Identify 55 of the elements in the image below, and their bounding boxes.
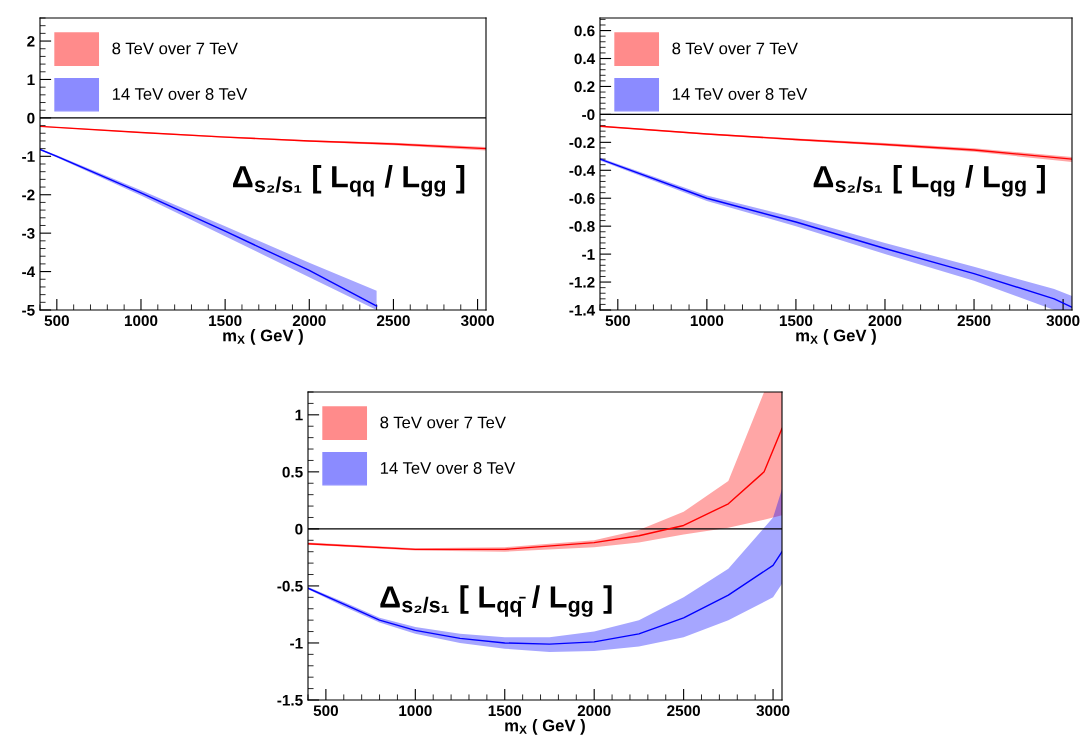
x-tick-label: 3000 xyxy=(756,705,790,717)
annotation: Δ$_{s₂/s₁}$ [ L$_{qq̄}$ / L$_{gg}$ ] xyxy=(380,585,612,617)
x-tick-label: 3000 xyxy=(1046,315,1080,327)
legend-label: 8 TeV over 7 TeV xyxy=(672,42,798,55)
x-tick-label: 3000 xyxy=(460,315,494,327)
y-tick-label: -1 xyxy=(22,151,35,162)
y-tick-label: -5 xyxy=(22,305,35,316)
y-tick-label: -4 xyxy=(22,266,36,278)
x-axis-title: m$_{X}$ ( GeV ) xyxy=(223,329,303,345)
x-tick-label: 500 xyxy=(44,315,69,327)
x-tick-label: 1500 xyxy=(209,315,242,327)
x-tick-label: 2000 xyxy=(868,315,902,327)
legend-label: 14 TeV over 8 TeV xyxy=(380,462,516,474)
y-tick-label: -2 xyxy=(22,189,35,201)
legend-label: 14 TeV over 8 TeV xyxy=(672,88,808,100)
y-tick-label: 1 xyxy=(27,74,35,86)
x-tick-label: 1000 xyxy=(124,315,158,327)
x-tick-label: 1500 xyxy=(488,705,522,717)
x-tick-label: 500 xyxy=(313,705,339,717)
annotation: Δ$_{s₂/s₁}$ [ L$_{qg}$ / L$_{gg}$ ] xyxy=(813,165,1045,197)
y-tick-label: -1.5 xyxy=(277,695,303,706)
x-tick-label: 2500 xyxy=(667,705,700,717)
y-tick-label: -1 xyxy=(582,249,595,260)
x-tick-label: 2500 xyxy=(376,315,410,327)
y-tick-label: -0.4 xyxy=(569,165,596,176)
y-tick-label: 0.5 xyxy=(282,466,303,478)
y-tick-label: 0.2 xyxy=(574,81,595,93)
y-tick-label: -0.5 xyxy=(277,580,303,592)
y-tick-label: -0.8 xyxy=(569,221,595,232)
legend-label: 8 TeV over 7 TeV xyxy=(112,42,238,55)
legend-label: 14 TeV over 8 TeV xyxy=(112,88,248,100)
y-tick-label: -3 xyxy=(22,228,35,239)
x-tick-label: 1000 xyxy=(399,705,432,717)
legend-label: 8 TeV over 7 TeV xyxy=(380,416,506,429)
annotation: Δ$_{s₂/s₁}$ [ L$_{qq}$ / L$_{gg}$ ] xyxy=(233,165,465,197)
y-tick-label: 0.6 xyxy=(574,25,595,37)
y-tick-label: 2 xyxy=(27,35,35,47)
x-tick-label: 500 xyxy=(605,315,630,327)
y-tick-label: 0 xyxy=(295,523,303,535)
y-tick-label: -0.6 xyxy=(569,193,595,204)
x-axis-title: m$_{X}$ ( GeV ) xyxy=(796,329,876,345)
y-tick-label: -0 xyxy=(582,109,595,121)
y-tick-label: 1 xyxy=(295,409,303,421)
y-tick-label: 0.4 xyxy=(574,53,596,65)
x-tick-label: 1500 xyxy=(779,315,813,327)
y-tick-label: -1.4 xyxy=(569,305,596,316)
x-tick-label: 2500 xyxy=(957,315,991,327)
y-tick-label: -1 xyxy=(290,637,303,649)
y-tick-label: -0.2 xyxy=(569,137,595,149)
y-tick-label: 0 xyxy=(27,112,35,124)
x-tick-label: 1000 xyxy=(690,315,724,327)
x-tick-label: 2000 xyxy=(577,705,611,717)
y-tick-label: -1.2 xyxy=(569,276,595,288)
x-tick-label: 2000 xyxy=(292,315,326,327)
x-axis-title: m$_{X}$ ( GeV ) xyxy=(505,719,585,735)
